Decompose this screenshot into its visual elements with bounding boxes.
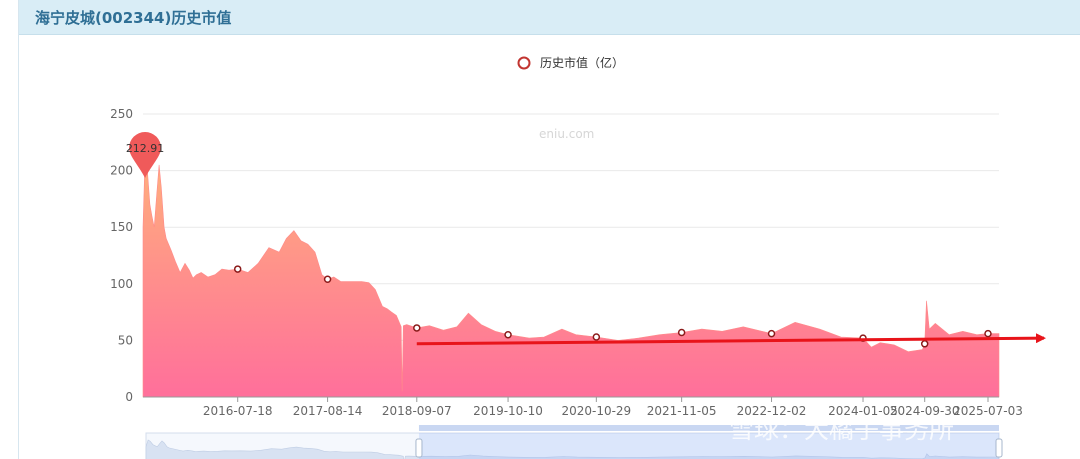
x-tick-label: 2018-09-07: [382, 404, 452, 418]
data-point: [984, 329, 992, 338]
max-value-label: 212.91: [126, 142, 165, 155]
y-tick-label: 0: [125, 390, 133, 404]
x-tick-label: 2020-10-29: [561, 404, 631, 418]
x-tick-label: 2024-09-30: [890, 404, 960, 418]
panel-header: 海宁皮城(002344)历史市值: [19, 0, 1080, 35]
x-axis: 2016-07-18 2017-08-14 2018-09-07 2019-10-10…: [143, 396, 1023, 418]
datazoom-selection: [418, 433, 1000, 459]
data-point: [767, 329, 776, 338]
datazoom-preview: [145, 439, 1000, 459]
datazoom-bar: [418, 425, 1000, 431]
data-point: [677, 328, 686, 337]
x-tick-label: 2017-08-14: [293, 404, 363, 418]
x-tick-label: 2022-12-02: [737, 404, 807, 418]
y-axis: 0 50 100 150 200 250: [110, 107, 133, 404]
data-point: [233, 265, 242, 273]
x-tick-label: 2024-01-05: [828, 404, 898, 418]
datazoom-slider[interactable]: [145, 425, 1003, 459]
data-point: [323, 275, 332, 284]
data-point: [413, 324, 421, 332]
left-rail: [0, 0, 19, 459]
overlay-watermark: 雪球：大橘子事务所: [729, 415, 954, 444]
chart-panel: 历史市值（亿） eniu.com 0 50 100 150 200 250 2016-07…: [19, 35, 1080, 459]
page-title: 海宁皮城(002344)历史市值: [35, 9, 232, 27]
data-point: [920, 340, 929, 348]
y-tick-label: 100: [110, 277, 133, 291]
x-tick-label: 2019-10-10: [473, 404, 543, 418]
legend[interactable]: 历史市值（亿）: [517, 55, 625, 70]
data-point: [592, 333, 601, 341]
y-tick-label: 200: [110, 164, 133, 178]
data-point-markers: [233, 265, 992, 348]
market-cap-chart: 历史市值（亿） eniu.com 0 50 100 150 200 250 2016-07…: [110, 55, 1046, 459]
x-tick-label: 2021-11-05: [647, 404, 717, 418]
series-area: [142, 155, 1000, 398]
datazoom-start-handle[interactable]: [415, 438, 423, 458]
y-tick-label: 150: [110, 220, 133, 234]
datazoom-end-handle[interactable]: [995, 438, 1003, 458]
annotations: 212.91: [126, 131, 1046, 346]
y-tick-label: 50: [118, 333, 133, 347]
trend-arrow: [416, 333, 1046, 346]
max-value-pin: [129, 131, 162, 178]
legend-label: 历史市值（亿）: [540, 55, 624, 70]
series-area-path: [142, 155, 1000, 398]
x-tick-label: 2016-07-18: [203, 404, 273, 418]
legend-marker-icon: [517, 56, 531, 70]
x-tick-label: 2025-07-03: [953, 404, 1023, 418]
data-point: [504, 330, 512, 339]
chart-watermark: eniu.com: [539, 127, 594, 141]
y-tick-label: 250: [110, 107, 133, 121]
